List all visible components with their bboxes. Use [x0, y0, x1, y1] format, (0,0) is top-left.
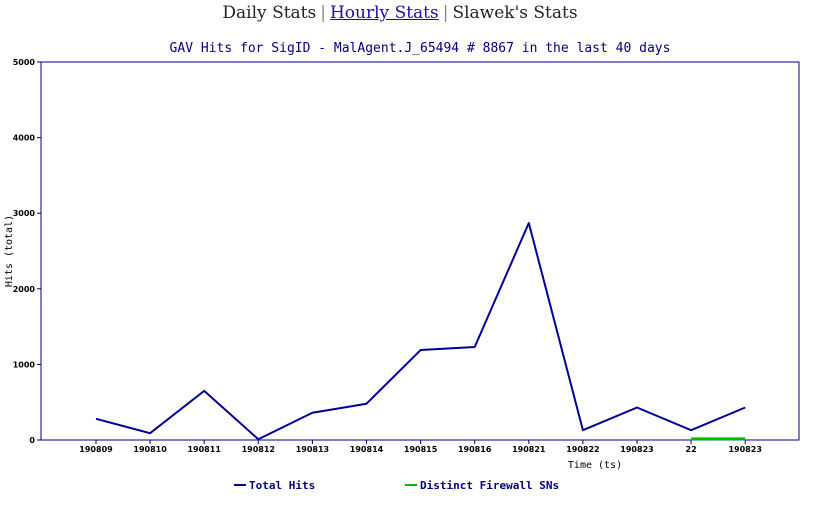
x-tick-label: 190815: [404, 445, 438, 454]
nav-separator: |: [320, 3, 326, 23]
legend-label: Distinct Firewall SNs: [420, 479, 559, 492]
x-tick-label: 190823: [728, 445, 761, 454]
y-tick-label: 0: [29, 436, 35, 445]
series-line-total-hits: [95, 222, 746, 441]
y-tick-label: 1000: [13, 360, 36, 369]
x-tick-label: 190814: [350, 445, 384, 454]
y-tick-label: 3000: [13, 209, 36, 218]
y-tick-label: 5000: [13, 58, 36, 67]
y-tick-label: 2000: [13, 285, 36, 294]
x-tick-label: 190811: [187, 445, 221, 454]
plot-area: [40, 61, 800, 441]
slawek-stats-label: Slawek's Stats: [452, 3, 578, 23]
nav-separator: |: [442, 3, 449, 23]
x-tick-label: 190821: [512, 445, 546, 454]
x-tick-label: 190812: [242, 445, 275, 454]
x-tick-label: 190810: [133, 445, 167, 454]
x-tick-label: 190823: [620, 445, 653, 454]
x-tick-label: 22: [686, 445, 697, 454]
x-tick-label: 190822: [566, 445, 599, 454]
x-tick-label: 190809: [79, 445, 113, 454]
stats-nav: Daily Stats | Hourly Stats | Slawek's Stats: [0, 3, 800, 23]
hourly-stats-link[interactable]: Hourly Stats: [329, 3, 439, 23]
daily-stats-label: Daily Stats: [222, 3, 317, 23]
x-tick-label: 190816: [458, 445, 492, 454]
chart-title: GAV Hits for SigID - MalAgent.J_65494 # …: [169, 41, 671, 56]
legend-label: Total Hits: [249, 479, 315, 492]
y-axis-label: Hits (total): [4, 215, 15, 287]
y-tick-label: 4000: [13, 134, 36, 143]
x-tick-label: 190813: [296, 445, 329, 454]
x-axis-label: Time (ts): [568, 460, 622, 471]
